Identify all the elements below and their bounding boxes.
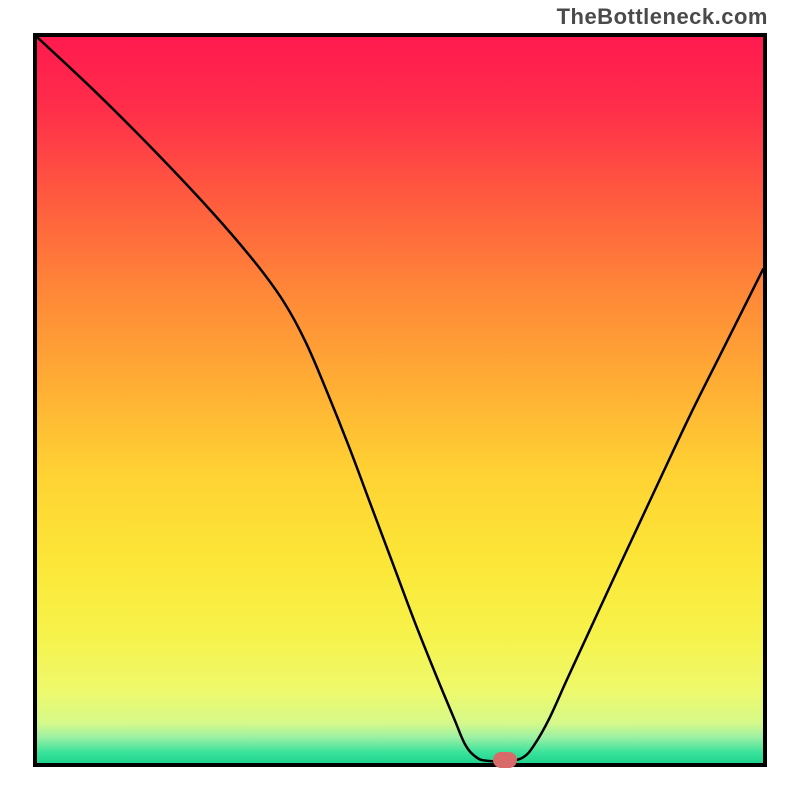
watermark-text: TheBottleneck.com bbox=[557, 4, 768, 30]
optimal-point-marker bbox=[493, 752, 517, 768]
chart-frame: TheBottleneck.com bbox=[0, 0, 800, 800]
curve-path bbox=[37, 37, 763, 761]
bottleneck-curve bbox=[37, 37, 763, 763]
plot-area bbox=[33, 33, 767, 767]
